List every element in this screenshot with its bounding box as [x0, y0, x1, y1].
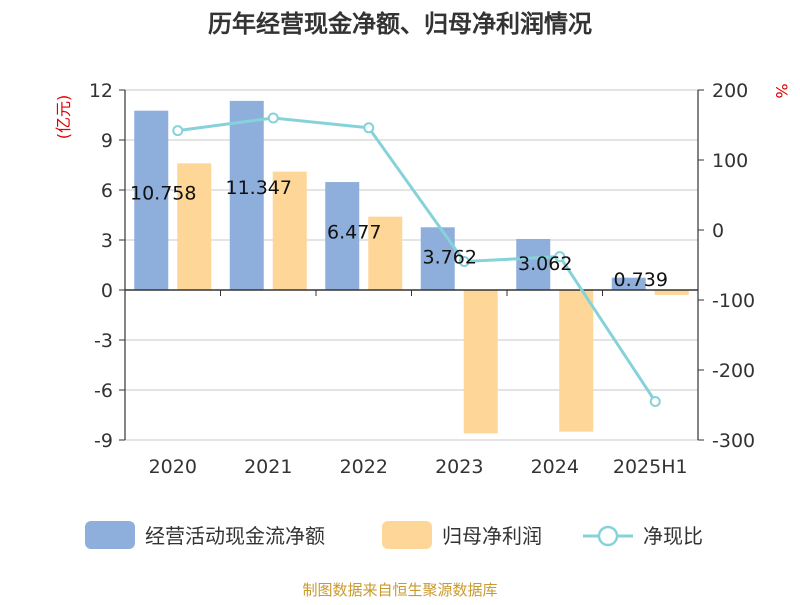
right-tick-label: 100	[712, 150, 748, 172]
legend-label-cashflow: 经营活动现金流净额	[145, 524, 325, 548]
left-tick-label: -6	[94, 380, 113, 402]
ratio-point	[649, 396, 661, 407]
category-label: 2021	[244, 456, 292, 478]
bar-netprofit	[654, 290, 689, 295]
left-tick-label: 6	[101, 180, 113, 202]
bar-cashflow	[134, 110, 169, 290]
data-labels-layer: 10.758 11.347 6.477 3.762 3.062 0.739	[130, 177, 668, 291]
category-label: 2025H1	[613, 456, 688, 478]
legend-swatch-cashflow	[85, 521, 135, 549]
category-label: 2024	[531, 456, 579, 478]
left-tick-label: -3	[94, 330, 113, 352]
ratio-line	[177, 116, 657, 403]
bar-netprofit	[463, 290, 498, 434]
legend-swatch-netprofit	[382, 521, 432, 549]
bar-data-label: 0.739	[614, 269, 668, 291]
ratio-point	[267, 112, 279, 124]
bar-cashflow	[229, 100, 264, 290]
right-tick-label: -100	[712, 290, 755, 312]
left-tick-label: 3	[101, 230, 113, 252]
left-tick-label: -9	[94, 430, 113, 452]
category-label: 2022	[340, 456, 388, 478]
bars-layer	[134, 100, 689, 434]
left-tick-label: 12	[89, 80, 113, 102]
category-label: 2020	[149, 456, 197, 478]
right-tick-label: -200	[712, 360, 755, 382]
bar-data-label: 3.062	[518, 253, 572, 275]
bar-data-label: 10.758	[130, 182, 196, 204]
ratio-point	[458, 256, 470, 267]
bar-data-label: 6.477	[327, 222, 381, 244]
bar-netprofit	[272, 171, 307, 290]
right-tick-label: 0	[712, 220, 724, 242]
right-tick-label: 200	[712, 80, 748, 102]
bar-data-label: 3.762	[423, 247, 477, 269]
source-note: 制图数据来自恒生聚源数据库	[302, 581, 497, 599]
legend-label-ratio: 净现比	[643, 524, 703, 548]
legend-label-netprofit: 归母净利润	[442, 524, 542, 548]
ratio-point	[172, 125, 184, 137]
left-axis-unit: (亿元)	[54, 95, 73, 140]
ratio-line-layer	[172, 112, 661, 407]
legend: 经营活动现金流净额 归母净利润 净现比	[85, 521, 703, 549]
ratio-point	[554, 251, 566, 263]
category-label: 2023	[435, 456, 483, 478]
bar-cashflow	[516, 238, 551, 290]
bar-cashflow	[611, 277, 646, 290]
left-tick-label: 9	[101, 130, 113, 152]
bar-netprofit	[368, 216, 403, 290]
chart-title: 历年经营现金净额、归母净利润情况	[208, 10, 592, 38]
bar-netprofit	[559, 290, 594, 432]
bar-data-label: 11.347	[226, 177, 292, 199]
right-tick-label: -300	[712, 430, 755, 452]
legend-marker-ratio	[597, 525, 619, 547]
left-tick-label: 0	[101, 280, 113, 302]
ratio-point	[363, 122, 375, 134]
axes-layer: 12 9 6 3 0 -3 -6 -9 200 100 0 -100 -200 -300 2020 2021 2…	[89, 80, 755, 478]
bar-cashflow	[325, 182, 360, 290]
right-axis-unit: %	[772, 83, 791, 98]
bar-netprofit	[177, 163, 212, 290]
